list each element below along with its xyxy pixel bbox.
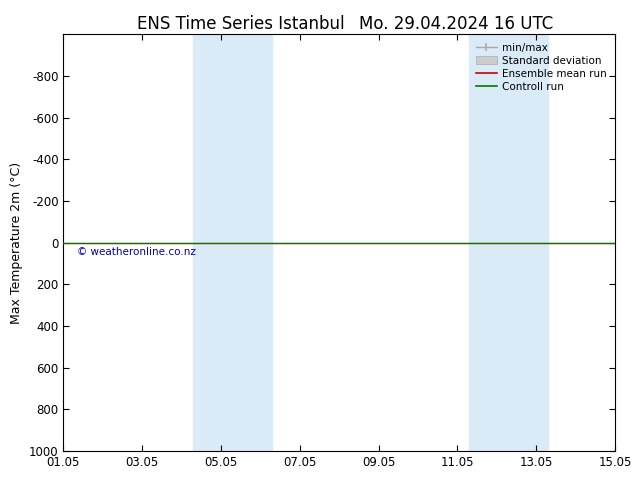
Text: © weatheronline.co.nz: © weatheronline.co.nz: [77, 247, 196, 257]
Legend: min/max, Standard deviation, Ensemble mean run, Controll run: min/max, Standard deviation, Ensemble me…: [473, 40, 610, 95]
Bar: [193, 34, 272, 451]
Text: Mo. 29.04.2024 16 UTC: Mo. 29.04.2024 16 UTC: [359, 15, 553, 33]
Bar: [469, 34, 548, 451]
Y-axis label: Max Temperature 2m (°C): Max Temperature 2m (°C): [10, 162, 23, 323]
Text: ENS Time Series Istanbul: ENS Time Series Istanbul: [137, 15, 345, 33]
